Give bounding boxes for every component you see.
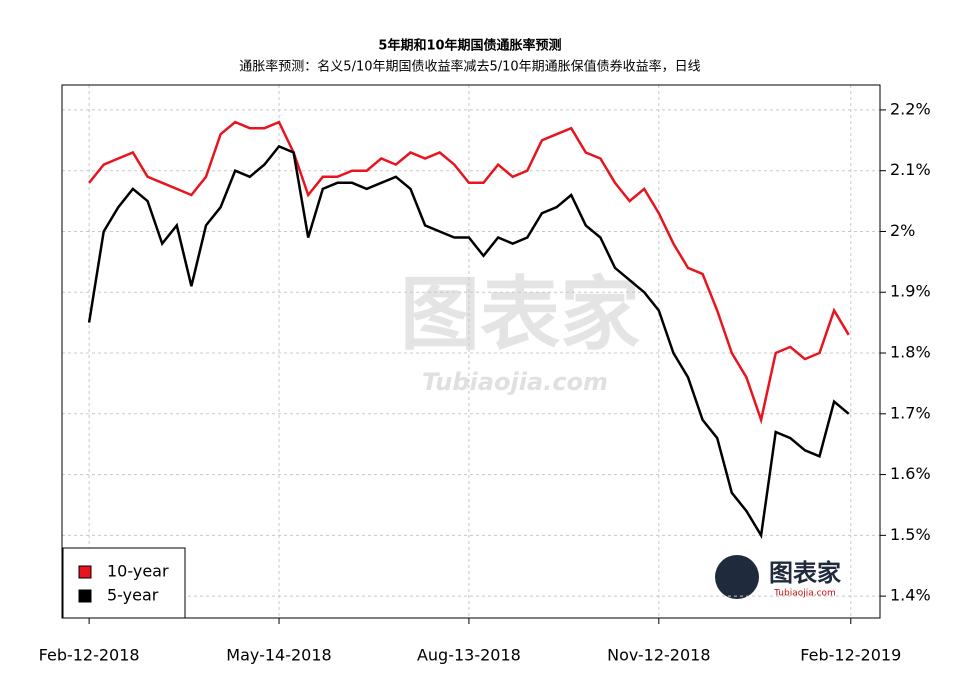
x-tick-label: Feb-12-2019 <box>800 646 901 665</box>
y-tick-label: 2.2% <box>890 99 931 118</box>
y-tick-label: 1.5% <box>890 525 931 544</box>
watermark-url: Tubiaojia.com <box>422 368 608 396</box>
x-tick-label: May-14-2018 <box>226 646 331 665</box>
legend-label: 5-year <box>107 586 159 605</box>
legend-label: 10-year <box>107 562 169 581</box>
y-tick-label: 1.9% <box>890 282 931 301</box>
plot-frame <box>61 84 881 619</box>
y-tick-label: 2.1% <box>890 160 931 179</box>
y-tick-label: 1.7% <box>890 403 931 422</box>
series-line <box>87 144 850 539</box>
legend-box <box>62 547 186 619</box>
legend-swatch <box>78 589 92 603</box>
logo-icon <box>715 555 759 599</box>
watermark: 图表家 <box>400 268 640 361</box>
y-tick-label: 1.6% <box>890 464 931 483</box>
x-tick-label: Feb-12-2018 <box>39 646 140 665</box>
y-tick-label: 1.8% <box>890 343 931 362</box>
chart-subtitle: 通胀率预测：名义5/10年期国债收益率减去5/10年期通胀保值债券收益率，日线 <box>239 59 700 75</box>
chart-title: 5年期和10年期国债通胀率预测 <box>378 38 561 54</box>
x-tick-label: Aug-13-2018 <box>417 646 521 665</box>
y-tick-label: 2% <box>890 221 915 240</box>
series-line <box>88 120 850 425</box>
logo-url: Tubiaojia.com <box>773 589 836 599</box>
logo-text: 图表家 <box>769 559 841 587</box>
x-tick-label: Nov-12-2018 <box>607 646 710 665</box>
y-tick-label: 1.4% <box>890 586 931 605</box>
legend-swatch <box>78 565 92 579</box>
